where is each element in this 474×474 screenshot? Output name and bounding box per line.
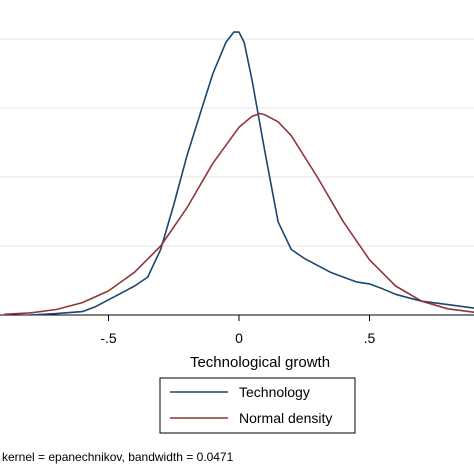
legend-label-technology: Technology (239, 384, 310, 400)
legend-label-normal-density: Normal density (239, 410, 332, 426)
x-axis-ticks: -.5 0 .5 (100, 315, 376, 346)
x-tick-label: 0 (235, 330, 243, 346)
plot-series (4, 31, 474, 316)
kernel-note: kernel = epanechnikov, bandwidth = 0.047… (2, 450, 234, 464)
legend: Technology Normal density (159, 377, 356, 434)
series-line-technology (30, 31, 474, 316)
series-line-normal-density (4, 112, 474, 316)
gridlines (0, 38, 474, 247)
x-tick-label: .5 (364, 330, 376, 346)
x-tick-label: -.5 (100, 330, 117, 346)
legend-box (159, 377, 356, 434)
x-axis-title: Technological growth (190, 354, 330, 371)
